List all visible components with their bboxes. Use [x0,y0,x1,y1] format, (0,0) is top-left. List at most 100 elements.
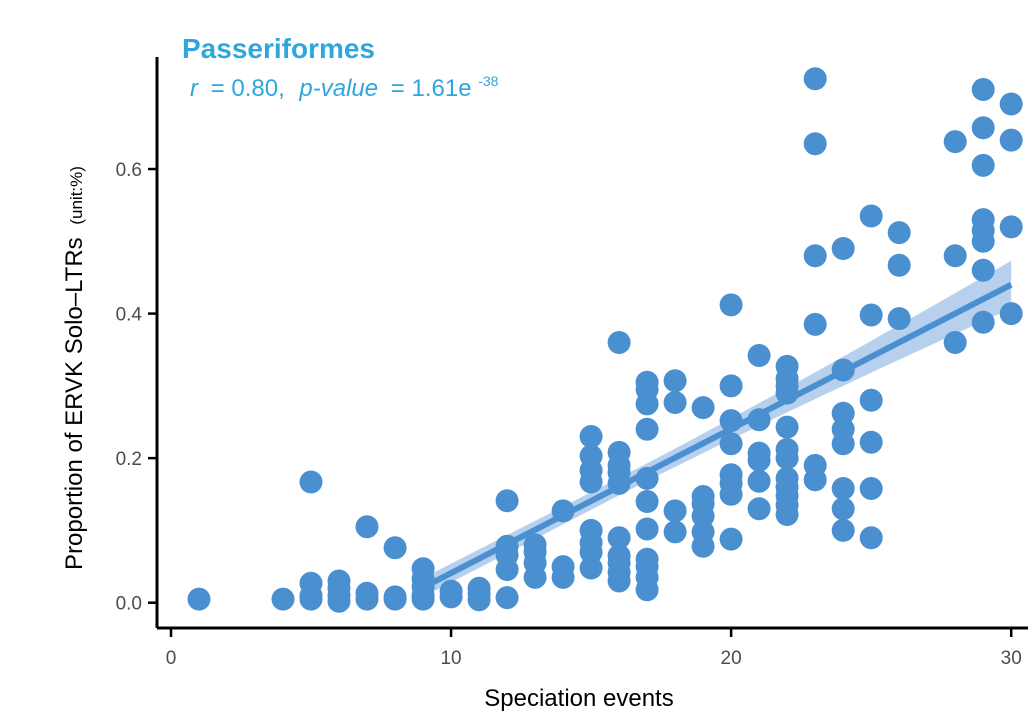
data-point [299,470,323,494]
data-point [355,581,379,605]
data-point [859,477,883,500]
data-point [495,534,519,558]
data-point [831,237,855,260]
data-point [579,556,603,580]
x-axis-title: Speciation events [484,685,673,712]
data-point [355,515,379,539]
data-point [495,586,519,610]
data-point [971,78,995,101]
data-point [971,310,995,334]
data-point [607,526,631,550]
ticks: 0 10 20 30 0.0 0.2 0.4 0.6 [116,160,1022,669]
axes [155,57,1028,630]
data-point [831,358,855,382]
data-point [831,477,855,500]
p-label: p-value [298,75,378,102]
data-point [299,571,323,595]
data-point [747,497,771,521]
data-point [607,544,631,568]
data-point [579,425,603,448]
data-point [691,396,715,420]
data-point [803,453,827,477]
data-point [943,244,967,268]
data-point [747,469,771,493]
data-point [187,587,211,611]
data-point [831,417,855,441]
fit-line-layer [427,282,1013,588]
data-point [971,153,995,177]
data-point [831,401,855,425]
data-point [579,444,603,468]
data-point [635,370,659,394]
data-point [719,432,743,456]
data-point [691,520,715,544]
data-point [831,497,855,521]
data-point [999,215,1023,239]
data-point [719,409,743,433]
p-exponent: -38 [478,73,498,89]
data-point [747,441,771,465]
data-point [775,415,799,439]
data-point [579,518,603,542]
data-point [999,128,1023,152]
data-point [999,302,1023,326]
data-point [607,440,631,464]
data-point [859,526,883,550]
y-axis-title-main: Proportion of ERVK Solo–LTRs [61,237,88,570]
data-point [943,130,967,154]
data-point [859,388,883,412]
data-point [635,490,659,513]
data-point [775,354,799,378]
x-tick-label: 20 [721,648,742,669]
correlation-annotation: r = 0.80, p-value = 1.61e -38 [190,73,499,102]
data-point [635,466,659,490]
data-point [943,331,967,354]
y-axis-title: Proportion of ERVK Solo–LTRs (unit:%) [61,166,88,570]
y-tick-label: 0.2 [116,449,142,470]
data-point [271,587,295,611]
data-point [747,344,771,367]
data-point [551,499,575,523]
r-value: = 0.80, [211,75,285,102]
data-point [719,463,743,487]
data-point [663,391,687,414]
data-point [439,579,463,603]
data-point [803,244,827,268]
y-axis-title-unit: (unit:%) [67,166,86,225]
data-point [411,557,435,581]
data-point [635,517,659,541]
data-point [803,312,827,336]
data-point [551,555,575,579]
data-point [887,221,911,245]
data-point [887,253,911,277]
data-point [747,408,771,432]
data-point [775,438,799,461]
data-point [887,307,911,331]
x-tick-label: 30 [1001,648,1022,669]
data-point [607,331,631,354]
y-tick-label: 0.6 [116,160,142,181]
data-point [971,116,995,140]
data-point [383,585,407,609]
data-point [719,293,743,317]
chart-title: Passeriformes [182,33,375,64]
y-tick-label: 0.4 [116,305,143,326]
data-point [327,569,351,593]
data-point [831,518,855,542]
data-point [859,430,883,454]
data-point [803,132,827,156]
data-point [775,466,799,490]
data-point [719,527,743,551]
data-point [663,520,687,544]
data-point [663,369,687,393]
data-point [467,576,491,600]
data-point [635,417,659,441]
data-point [859,204,883,228]
data-point [663,499,687,523]
data-point [859,303,883,327]
x-tick-label: 0 [166,648,177,669]
p-value: = 1.61e [391,75,472,102]
data-point [691,485,715,508]
data-point [383,536,407,560]
